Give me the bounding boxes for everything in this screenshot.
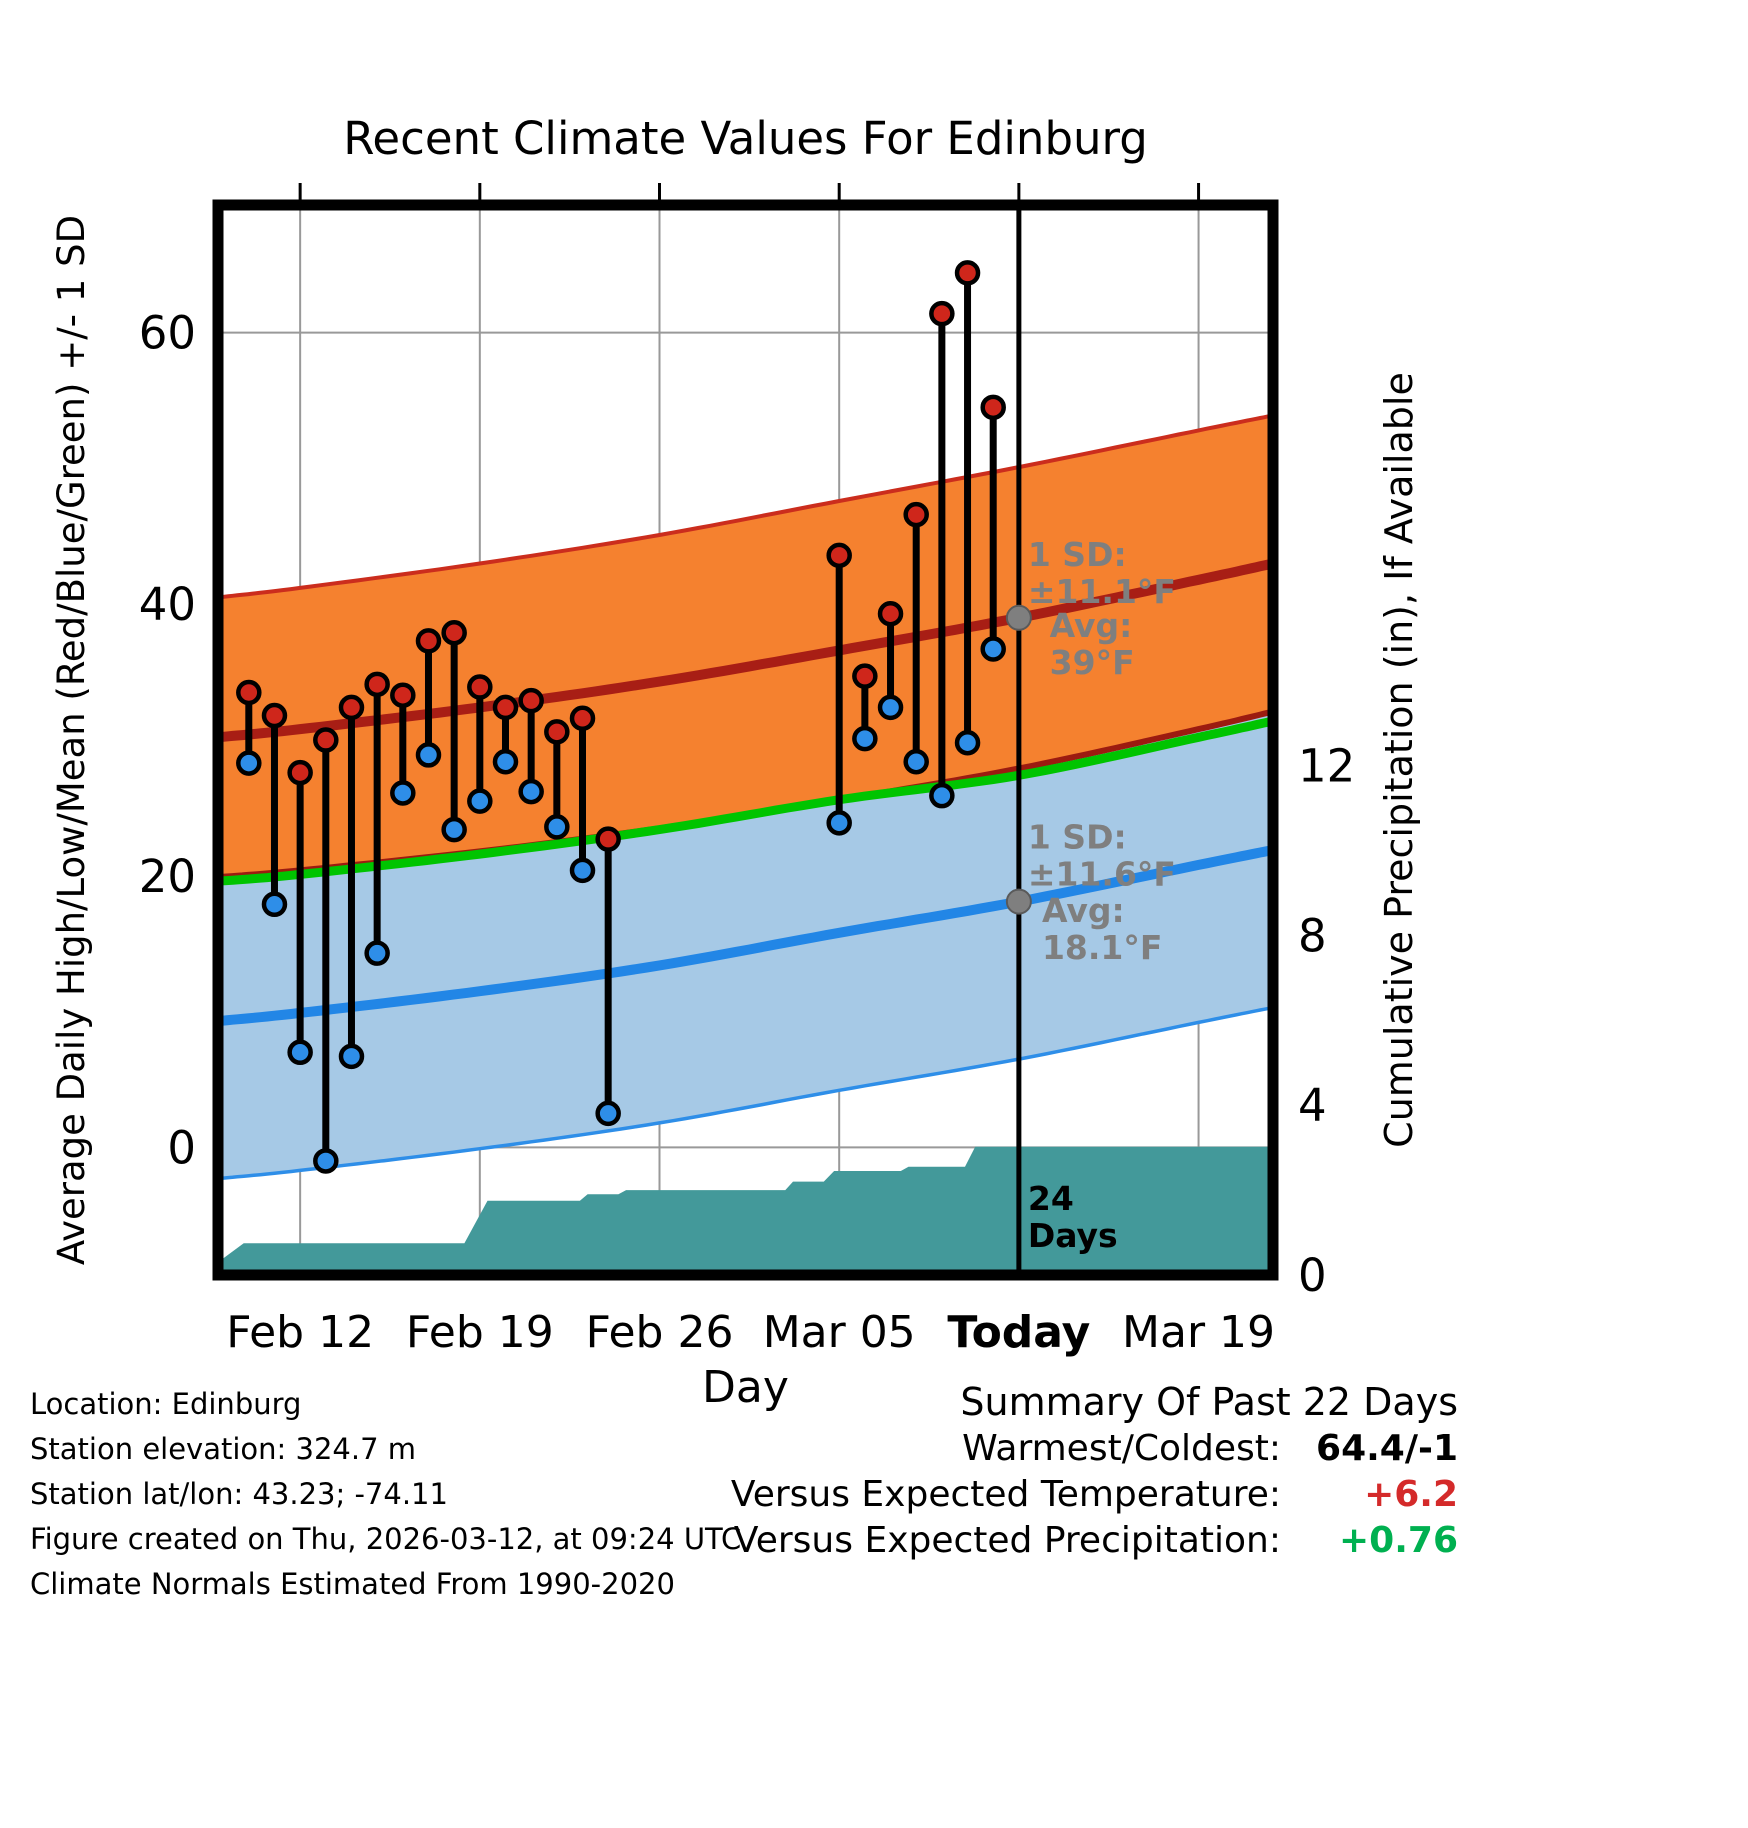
- x-axis-title: Day: [702, 1362, 789, 1413]
- x-tick-label: Mar 05: [763, 1307, 916, 1358]
- x-tick-label: Feb 26: [586, 1307, 734, 1358]
- today-high-avg-marker: [1005, 604, 1032, 631]
- daily-high-dot: [544, 719, 570, 745]
- daily-high-dot: [390, 682, 416, 708]
- x-tick-label: Mar 19: [1122, 1307, 1275, 1358]
- left-tick-label: 0: [167, 1121, 196, 1174]
- plot-annotation: 1 SD: ±11.1°F: [1028, 535, 1176, 611]
- summary-row-label: Versus Expected Precipitation:: [733, 1520, 1281, 1561]
- daily-low-dot: [826, 810, 852, 836]
- daily-low-dot: [518, 778, 544, 805]
- left-tick-label: 40: [139, 578, 196, 631]
- daily-low-dot: [467, 788, 493, 814]
- x-tick-label: Feb 19: [406, 1307, 554, 1358]
- daily-high-dot: [313, 727, 339, 753]
- daily-low-dot: [441, 816, 467, 843]
- summary-row-vs-expected-temperature: Versus Expected Temperature: +6.2: [731, 1472, 1458, 1518]
- summary-row-warmest-coldest: Warmest/Coldest: 64.4/-1: [731, 1426, 1458, 1472]
- plot-annotation: 1 SD: ±11.6°F: [1028, 818, 1176, 894]
- station-location-line: Location: Edinburg: [30, 1387, 302, 1421]
- daily-high-dot: [852, 663, 878, 689]
- daily-high-dot: [338, 694, 365, 721]
- cumulative-precip-area: [218, 1146, 1273, 1275]
- station-info-block: Location: Edinburg Station elevation: 32…: [30, 1382, 741, 1607]
- daily-low-dot: [364, 940, 390, 966]
- climate-normals-line: Climate Normals Estimated From 1990-2020: [30, 1567, 675, 1601]
- daily-low-dot: [236, 750, 262, 776]
- right-tick-label: 12: [1298, 739, 1355, 792]
- summary-block: Summary Of Past 22 Days Warmest/Coldest:…: [731, 1378, 1458, 1564]
- figure-created-line: Figure created on Thu, 2026-03-12, at 09…: [30, 1522, 742, 1556]
- daily-low-dot: [338, 1043, 365, 1070]
- station-elevation-line: Station elevation: 324.7 m: [30, 1432, 417, 1466]
- right-tick-label: 0: [1298, 1249, 1327, 1302]
- daily-high-dot: [595, 826, 621, 852]
- daily-low-dot: [877, 694, 904, 721]
- daily-high-dot: [569, 705, 596, 732]
- daily-low-dot: [261, 891, 288, 918]
- high-band-top-edge: [218, 413, 1273, 600]
- plot-annotation: Avg: 39°F: [1050, 606, 1135, 682]
- daily-low-dot: [287, 1039, 313, 1066]
- today-low-avg-marker: [1005, 888, 1032, 915]
- daily-high-dot: [903, 501, 929, 528]
- daily-low-dot: [954, 729, 981, 756]
- left-tick-label: 20: [139, 850, 196, 903]
- summary-row-label: Warmest/Coldest:: [962, 1428, 1281, 1469]
- daily-low-dot: [852, 725, 878, 752]
- summary-row-label: Versus Expected Temperature:: [730, 1474, 1281, 1515]
- daily-low-dot: [313, 1148, 339, 1174]
- daily-low-dot: [929, 782, 955, 809]
- summary-row-value: 64.4/-1: [1316, 1428, 1458, 1469]
- daily-low-dot: [544, 814, 570, 840]
- summary-row-value: +6.2: [1364, 1474, 1458, 1515]
- daily-high-dot: [877, 600, 904, 627]
- y-axis-label-right: Cumulative Precipitation (in), If Availa…: [1377, 372, 1421, 1148]
- daily-high-dot: [980, 394, 1006, 421]
- plot-annotation: Avg: 18.1°F: [1042, 891, 1162, 967]
- daily-high-dot: [954, 260, 981, 286]
- y-axis-label-left: Average Daily High/Low/Mean (Red/Blue/Gr…: [50, 215, 93, 1265]
- daily-high-dot: [826, 542, 852, 569]
- station-latlon-line: Station lat/lon: 43.23; -74.11: [30, 1477, 448, 1511]
- chart-title: Recent Climate Values For Edinburg: [343, 112, 1148, 165]
- summary-row-vs-expected-precipitation: Versus Expected Precipitation: +0.76: [731, 1518, 1458, 1564]
- daily-low-dot: [569, 857, 596, 884]
- daily-low-dot: [492, 748, 519, 775]
- daily-high-dot: [518, 687, 544, 714]
- plot-border: [212, 199, 1279, 1281]
- summary-title: Summary Of Past 22 Days: [960, 1380, 1458, 1424]
- daily-low-dot: [390, 780, 416, 806]
- right-tick-label: 4: [1298, 1079, 1327, 1132]
- daily-high-dot: [467, 674, 493, 700]
- low-temp-sd-band: [218, 692, 1273, 1179]
- daily-low-dot: [415, 742, 442, 768]
- daily-high-dot: [929, 300, 955, 327]
- summary-row-value: +0.76: [1339, 1520, 1458, 1561]
- daily-high-dot: [492, 694, 519, 721]
- high-avg-normal-line: [218, 558, 1273, 743]
- daily-high-dot: [236, 679, 262, 706]
- daily-high-dot: [364, 671, 390, 698]
- daily-low-dot: [980, 636, 1006, 662]
- daily-low-dot: [903, 748, 929, 775]
- daily-high-dot: [441, 619, 467, 646]
- plot-annotation: 24 Days: [1028, 1179, 1118, 1255]
- daily-high-dot: [261, 702, 288, 729]
- x-tick-label: Feb 12: [226, 1307, 374, 1358]
- daily-high-dot: [415, 628, 442, 654]
- x-tick-label: Today: [947, 1307, 1090, 1358]
- right-tick-label: 8: [1298, 909, 1327, 962]
- daily-low-dot: [595, 1100, 621, 1127]
- daily-high-dot: [287, 759, 313, 786]
- left-tick-label: 60: [139, 307, 196, 360]
